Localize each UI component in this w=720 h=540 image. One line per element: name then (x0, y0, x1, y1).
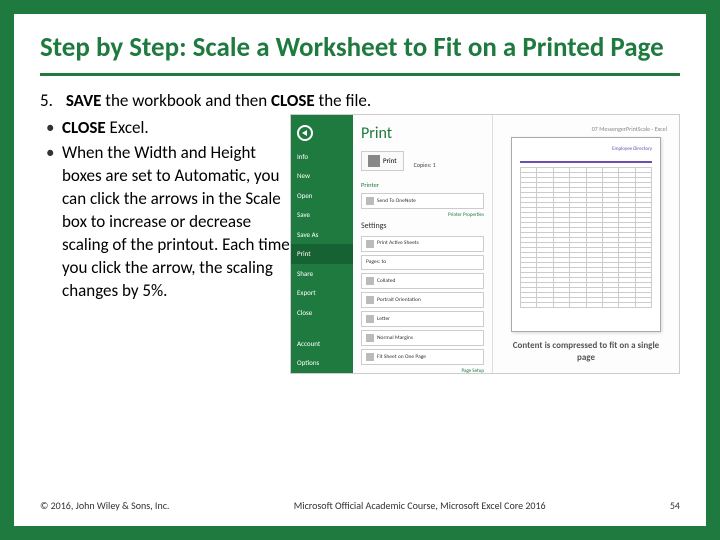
sidebar-item: Options (291, 353, 353, 372)
page-number: 54 (670, 499, 680, 512)
slide: Step by Step: Scale a Worksheet to Fit o… (14, 14, 706, 526)
content-area: 5. SAVE the workbook and then CLOSE the … (40, 90, 680, 302)
preview-page: Employee Directory (511, 137, 661, 332)
sidebar-item-print: Print (291, 244, 353, 263)
page-title: Step by Step: Scale a Worksheet to Fit o… (40, 32, 680, 76)
printer-select: Send To OneNote (361, 193, 484, 209)
print-btn-label: Print (383, 156, 397, 165)
save-bold: SAVE (66, 90, 102, 111)
printer-label: Printer (361, 181, 379, 190)
course-title: Microsoft Official Academic Course, Micr… (294, 499, 546, 512)
print-button: Print (361, 151, 404, 171)
screenshot-caption: Content is compressed to fit on a single… (505, 340, 667, 364)
sidebar-item: Feedback (291, 373, 353, 392)
setting-opt: Fit Sheet on One Page (361, 349, 484, 365)
sidebar-item: New (291, 166, 353, 185)
preview-title: Employee Directory (520, 146, 652, 153)
preview-header-rule (520, 153, 652, 163)
setting-opt: Letter (361, 311, 484, 327)
printer-icon (366, 197, 374, 205)
sidebar-item: Account (291, 334, 353, 353)
step-number: 5. (40, 90, 62, 113)
step-5-text: SAVE the workbook and then CLOSE the fil… (62, 90, 371, 113)
sidebar-item: Export (291, 283, 353, 302)
settings-heading: Settings (361, 221, 484, 232)
printer-props: Printer Properties (361, 212, 484, 219)
copies-label: Copies: 1 (414, 161, 436, 169)
bullet-mark: • (40, 117, 62, 140)
print-preview: 07 MessengerPrintScale - Excel Employee … (493, 115, 679, 373)
sidebar-item: Info (291, 147, 353, 166)
sidebar-item: Share (291, 264, 353, 283)
printer-section: Printer (361, 181, 484, 190)
sidebar-item: Open (291, 186, 353, 205)
print-settings-panel: Print Print Copies: 1 Printer Send To On… (353, 115, 493, 373)
sidebar-item: Close (291, 303, 353, 322)
sidebar-item: Save As (291, 225, 353, 244)
bullet-1-rest: Excel. (106, 117, 149, 138)
step-5: 5. SAVE the workbook and then CLOSE the … (40, 90, 680, 113)
setting-opt: Collated (361, 273, 484, 289)
footer: © 2016, John Wiley & Sons, Inc. Microsof… (40, 499, 680, 512)
bullet-mark: • (40, 142, 62, 165)
step-5-mid: the workbook and then (101, 90, 271, 111)
bullet-2-text: When the Width and Height boxes are set … (62, 142, 292, 303)
print-heading: Print (361, 123, 484, 145)
setting-opt: Normal Margins (361, 330, 484, 346)
workbook-filename: 07 MessengerPrintScale - Excel (592, 125, 667, 133)
backstage-sidebar: Info New Open Save Save As Print Share E… (291, 115, 353, 373)
copyright: © 2016, John Wiley & Sons, Inc. (40, 499, 169, 512)
close-excel-bold: CLOSE (62, 117, 106, 138)
page-setup-link: Page Setup (361, 368, 484, 375)
printer-icon (368, 155, 380, 167)
setting-opt: Pages: to (361, 255, 484, 270)
excel-print-screenshot: Info New Open Save Save As Print Share E… (290, 114, 680, 374)
preview-table (520, 167, 652, 308)
sidebar-item: Save (291, 205, 353, 224)
setting-opt: Portrait Orientation (361, 292, 484, 308)
setting-opt: Print Active Sheets (361, 236, 484, 252)
step-5-post: the file. (315, 90, 371, 111)
back-icon (297, 125, 313, 141)
close-bold: CLOSE (271, 90, 315, 111)
